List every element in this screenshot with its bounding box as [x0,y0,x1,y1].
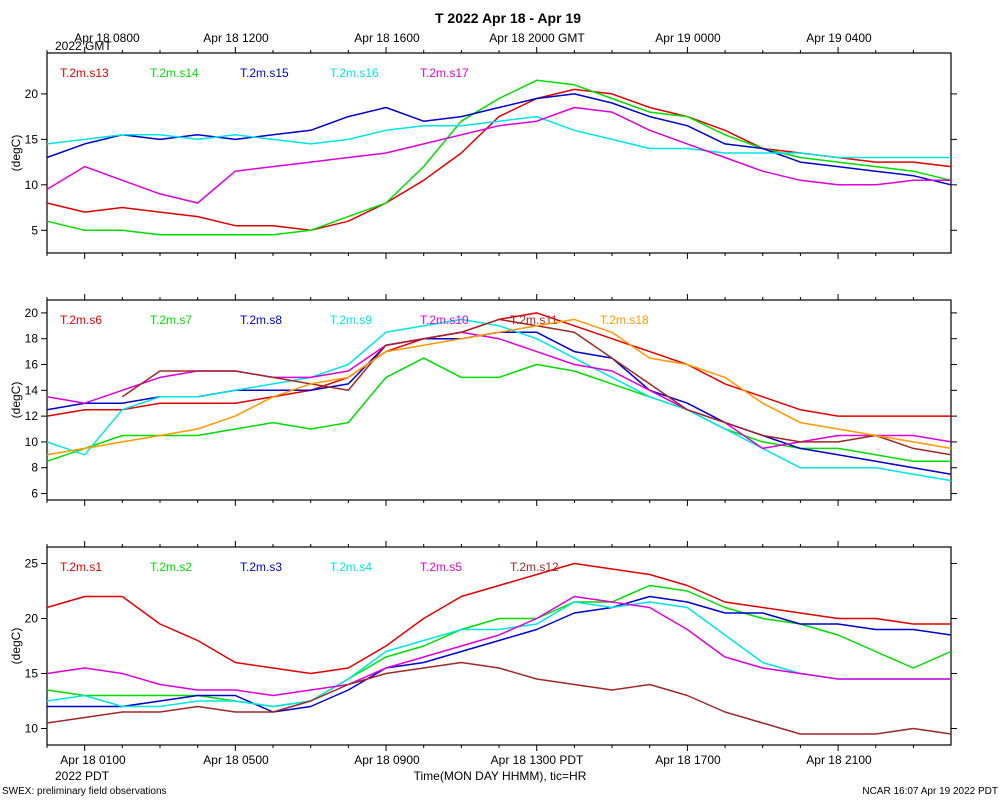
legend-t-2m-s4: T.2m.s4 [330,560,372,574]
bottom-axis-tick-label: Apr 18 1300 PDT [491,753,584,767]
bottom-axis-year-note: 2022 PDT [55,769,110,783]
legend-t-2m-s5: T.2m.s5 [420,560,462,574]
series-line-t-2m-s4 [46,601,951,708]
legend-t-2m-s10: T.2m.s10 [420,313,469,327]
bottom-axis-tick-label: Apr 18 0900 [354,753,420,767]
y-tick-label: 5 [31,223,38,237]
top-axis-tick-label: Apr 19 0400 [806,31,872,45]
legend-t-2m-s6: T.2m.s6 [60,313,102,327]
y-tick-label: 10 [25,722,39,736]
bottom-axis-tick-label: Apr 18 0500 [203,753,269,767]
bottom-axis-tick-label: Apr 18 0100 [60,753,126,767]
y-tick-label: 10 [25,178,39,192]
plot-frame [46,299,952,501]
y-tick-label: 20 [25,612,39,626]
y-tick-label: 16 [25,358,39,372]
legend-t-2m-s17: T.2m.s17 [420,66,469,80]
legend-t-2m-s18: T.2m.s18 [600,313,649,327]
legend-t-2m-s16: T.2m.s16 [330,66,379,80]
y-tick-label: 6 [31,487,38,501]
plot-frame [46,546,952,746]
top-axis-tick-label: Apr 18 0800 [74,31,140,45]
series-line-t-2m-s9 [46,318,952,482]
plot-panel-2: 6 8 10 12 14 16 18 20 (degC) T.2m.s6 T.2m.s7 T.2m.s… [9,294,957,506]
chart-title: T 2022 Apr 18 - Apr 19 [435,10,581,26]
legend-t-2m-s13: T.2m.s13 [60,66,109,80]
footer-left: SWEX: preliminary field observations [2,786,167,797]
y-tick-label: 20 [25,87,39,101]
y-tick-label: 10 [25,435,39,449]
y-tick-label: 12 [25,409,39,423]
bottom-axis-tick-label: Apr 18 1700 [655,753,721,767]
series-line-t-2m-s14 [46,79,952,236]
y-axis-label: (degC) [9,382,23,419]
legend-t-2m-s3: T.2m.s3 [240,560,282,574]
legend-t-2m-s12: T.2m.s12 [510,560,559,574]
legend-t-2m-s8: T.2m.s8 [240,313,282,327]
top-axis-tick-label: Apr 18 1200 [203,31,269,45]
y-tick-label: 8 [31,461,38,475]
bottom-axis-label: Time(MON DAY HHMM), tic=HR [414,769,587,783]
y-axis-label: (degC) [9,628,23,665]
top-axis-tick-label: Apr 18 1600 [354,31,420,45]
footer-right: NCAR 16:07 Apr 19 2022 PDT [862,786,998,797]
top-axis-tick-label: Apr 18 2000 GMT [489,31,585,45]
legend-t-2m-s7: T.2m.s7 [150,313,192,327]
series-line-t-2m-s6 [46,312,951,417]
bottom-axis-tick-label: Apr 18 2100 [806,753,872,767]
legend-t-2m-s15: T.2m.s15 [240,66,289,80]
y-tick-label: 15 [25,132,39,146]
series-line-t-2m-s1 [46,562,951,675]
series-line-t-2m-s11 [121,318,952,456]
top-axis-year-note: 2022 GMT [55,39,112,53]
y-axis-label: (degC) [9,135,23,172]
top-axis-tick-label: Apr 19 0000 [655,31,721,45]
series-line-t-2m-s18 [46,318,952,456]
plot-panel-3: 10 15 20 25 (degC) T.2m.s1 T.2m.s2 T.2m.s3 T.2m.… [9,541,957,751]
series-line-t-2m-s15 [46,93,952,186]
series-line-t-2m-s12 [46,661,952,735]
legend-t-2m-s2: T.2m.s2 [150,560,192,574]
y-tick-label: 18 [25,332,39,346]
legend-t-2m-s9: T.2m.s9 [330,313,372,327]
plot-panel-1: 5 10 15 20 (degC) T.2m.s13 T.2m.s14 T.2m.s15 T.2… [9,47,957,259]
y-tick-label: 14 [25,383,39,397]
series-line-t-2m-s16 [46,115,951,159]
y-tick-label: 20 [25,306,39,320]
plot-frame [46,52,952,254]
legend-t-2m-s1: T.2m.s1 [60,560,102,574]
series-line-t-2m-s17 [46,106,951,204]
legend-t-2m-s11: T.2m.s11 [510,313,558,327]
series-line-t-2m-s5 [46,595,951,697]
y-tick-label: 15 [25,667,39,681]
legend-t-2m-s14: T.2m.s14 [150,66,199,80]
series-line-t-2m-s3 [47,595,952,713]
y-tick-label: 25 [25,557,39,571]
